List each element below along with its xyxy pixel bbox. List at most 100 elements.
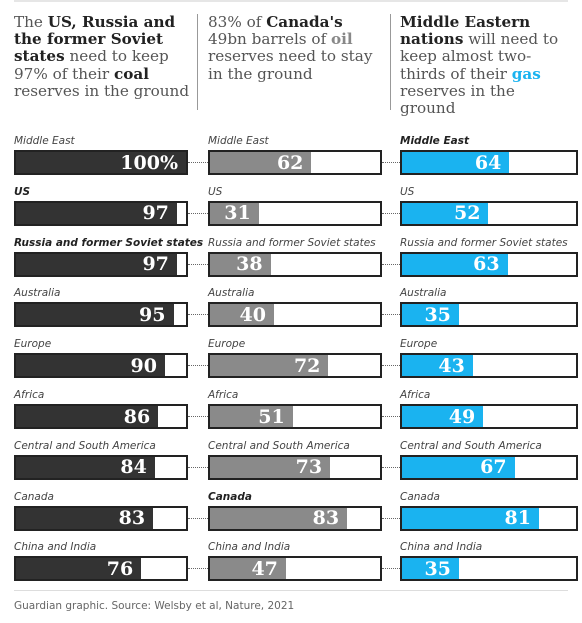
bar-oil — [210, 202, 259, 224]
bar-track-gas: 35 — [400, 302, 578, 328]
bar-track-coal: 90 — [14, 353, 188, 379]
value-label-coal: 97 — [142, 253, 169, 276]
bar-oil — [210, 507, 348, 529]
header-3-part-2: will need to keep almost two-thirds of t… — [400, 30, 559, 83]
header-3-part-4: reserves in the ground — [400, 81, 515, 118]
bar-track-gas: 49 — [400, 404, 578, 429]
value-label-gas: 35 — [424, 303, 451, 326]
category-label-coal: China and India — [14, 541, 97, 554]
value-label-coal: 100% — [120, 151, 178, 174]
bar-track-oil: 40 — [208, 302, 382, 328]
category-label-gas: Central and South America — [400, 439, 542, 452]
bar-track-gas: 64 — [400, 150, 578, 175]
category-label-gas: Australia — [400, 287, 447, 300]
bar-track-gas: 81 — [400, 505, 578, 531]
bar-gas — [402, 355, 473, 377]
source-footer: Guardian graphic. Source: Welsby et al, … — [14, 600, 295, 612]
value-label-coal: 76 — [106, 557, 134, 580]
row-connector — [382, 517, 400, 519]
header-text-2: 83% of Canada's 49bn barrels of oil rese… — [208, 13, 383, 83]
bar-track-oil: 72 — [208, 353, 382, 379]
value-label-coal: 90 — [130, 354, 157, 377]
row-connector — [382, 263, 400, 265]
row-connector — [188, 466, 208, 468]
category-label-coal: US — [14, 185, 31, 198]
bar-track-oil: 38 — [208, 251, 382, 277]
bar-coal — [16, 507, 154, 529]
category-label-gas: Middle East — [400, 135, 469, 147]
category-label-oil: Middle East — [208, 135, 269, 147]
category-label-oil: Africa — [208, 389, 239, 401]
bar-gas — [402, 456, 515, 478]
category-label-oil: US — [208, 185, 223, 198]
bar-coal — [16, 558, 142, 580]
value-label-coal: 84 — [120, 456, 147, 479]
bar-gas — [402, 406, 484, 427]
row-connector — [188, 517, 208, 519]
value-label-gas: 63 — [473, 253, 500, 276]
value-label-oil: 51 — [258, 405, 285, 428]
row-connector — [382, 162, 400, 163]
value-label-oil: 83 — [312, 507, 340, 530]
bar-coal — [16, 355, 165, 377]
value-label-gas: 49 — [448, 405, 476, 428]
row-connector — [188, 263, 208, 265]
bar-track-coal: 76 — [14, 556, 188, 582]
bar-track-coal: 97 — [14, 251, 188, 277]
bar-oil — [210, 558, 286, 580]
value-label-coal: 95 — [139, 303, 166, 326]
row-connector — [188, 416, 208, 417]
header-1-part-5: reserves in the ground — [14, 81, 190, 100]
bar-coal — [16, 456, 155, 478]
row-connector — [188, 162, 208, 163]
bar-oil — [210, 406, 293, 427]
bar-gas — [402, 507, 539, 529]
bar-gas — [402, 304, 459, 326]
row-connector — [382, 314, 400, 316]
footer-rule — [14, 590, 568, 591]
bar-gas — [402, 558, 459, 580]
header-1-part-2: US, Russia and the former Soviet states — [14, 13, 176, 66]
header-2-part-3: 49bn barrels of — [208, 30, 332, 49]
category-label-coal: Australia — [14, 287, 61, 300]
category-label-coal: Canada — [14, 490, 54, 503]
category-label-oil: Central and South America — [208, 439, 350, 452]
header-3-part-1: Middle Eastern nations — [400, 13, 531, 49]
category-label-gas: Africa — [400, 389, 431, 401]
value-label-oil: 73 — [295, 456, 323, 479]
bar-coal — [16, 406, 159, 427]
header-1-part-3: need to keep 97% of their — [14, 47, 169, 83]
row-connector — [382, 365, 400, 367]
header-text-1: The US, Russia and the former Soviet sta… — [14, 13, 190, 100]
category-label-coal: Middle East — [14, 135, 75, 147]
category-label-gas: Europe — [400, 338, 438, 351]
bar-track-coal: 84 — [14, 454, 188, 480]
category-label-gas: Russia and former Soviet states — [400, 236, 568, 249]
value-label-oil: 47 — [251, 557, 278, 580]
bar-coal — [16, 304, 174, 326]
row-connector — [382, 212, 400, 214]
header-1-part-1: The — [14, 13, 48, 31]
row-connector — [382, 466, 400, 468]
bar-coal — [16, 202, 177, 224]
header-3-part-3: gas — [511, 64, 541, 83]
value-label-gas: 67 — [480, 456, 507, 479]
bar-oil — [210, 456, 331, 478]
value-label-gas: 81 — [504, 507, 531, 530]
row-connector — [382, 416, 400, 417]
value-label-oil: 72 — [293, 354, 321, 377]
value-label-coal: 86 — [123, 405, 151, 428]
header-2-part-5: reserves need to stay in the ground — [208, 47, 373, 83]
bar-track-gas: 52 — [400, 200, 578, 226]
bar-track-oil: 31 — [208, 200, 382, 226]
top-rule — [14, 0, 568, 2]
bar-gas — [402, 253, 508, 275]
bar-track-coal: 95 — [14, 302, 188, 328]
bar-coal — [16, 253, 177, 275]
header-text-3: Middle Eastern nations will need to keep… — [400, 13, 565, 118]
value-label-coal: 83 — [118, 507, 146, 530]
row-connector — [188, 365, 208, 367]
value-label-gas: 64 — [474, 151, 502, 174]
header-2-part-4: oil — [331, 30, 353, 49]
bar-track-gas: 35 — [400, 556, 578, 582]
